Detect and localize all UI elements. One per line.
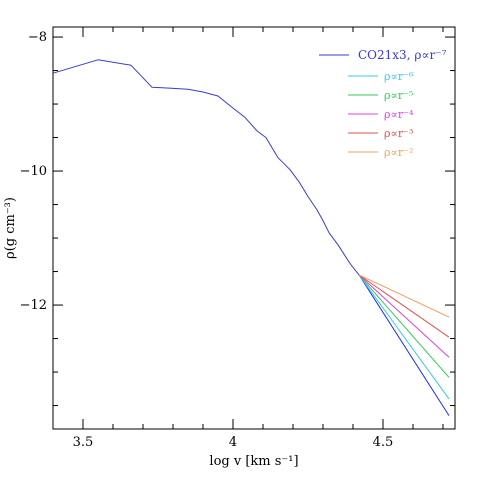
legend-label: ρ∝r⁻² <box>384 146 413 159</box>
plot-frame <box>52 26 456 430</box>
legend-label: CO21x3, ρ∝r⁻⁷ <box>358 48 447 62</box>
axis-ticks <box>52 27 455 429</box>
series-line-1 <box>358 274 450 416</box>
tick-labels: 3.5 4 4.5 −12 −10 −8 <box>20 30 394 450</box>
legend-label: ρ∝r⁻³ <box>384 127 413 140</box>
series-line-3 <box>358 274 450 378</box>
y-tick-label: −8 <box>28 30 47 45</box>
series-line-4 <box>358 274 450 358</box>
y-tick-label: −12 <box>20 298 47 313</box>
legend-label: ρ∝r⁻⁶ <box>384 70 414 83</box>
x-tick-label: 4.5 <box>373 435 394 450</box>
x-axis-label: log v [km s⁻¹] <box>209 454 298 469</box>
series-group <box>52 59 450 416</box>
series-line-5 <box>358 274 450 338</box>
y-axis-label: ρ(g cm⁻³) <box>3 197 18 259</box>
legend: CO21x3, ρ∝r⁻⁷ ρ∝r⁻⁶ ρ∝r⁻⁵ ρ∝r⁻⁴ ρ∝r⁻³ ρ∝r⁻² <box>319 48 447 159</box>
series-line-0 <box>52 59 360 276</box>
series-line-2 <box>358 274 450 400</box>
y-tick-label: −10 <box>20 164 47 179</box>
x-tick-label: 4 <box>229 435 237 450</box>
legend-label: ρ∝r⁻⁵ <box>384 89 413 102</box>
x-tick-label: 3.5 <box>73 435 94 450</box>
series-line-6 <box>358 274 450 318</box>
legend-label: ρ∝r⁻⁴ <box>384 108 414 121</box>
